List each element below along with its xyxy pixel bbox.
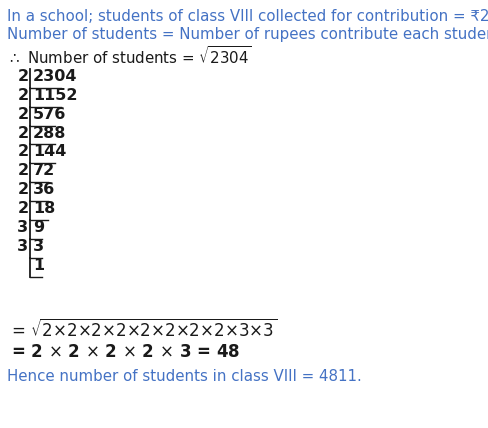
Text: In a school; students of class VIII collected for contribution = ₹2304: In a school; students of class VIII coll… (7, 9, 488, 24)
Text: 2304: 2304 (33, 69, 77, 84)
Text: 36: 36 (33, 182, 55, 197)
Text: 2: 2 (17, 88, 28, 103)
Text: $\therefore$ Number of students = $\sqrt{2304}$: $\therefore$ Number of students = $\sqrt… (7, 45, 251, 67)
Text: = 2 $\times$ 2 $\times$ 2 $\times$ 2 $\times$ 3 = 48: = 2 $\times$ 2 $\times$ 2 $\times$ 2 $\t… (11, 343, 240, 361)
Text: 288: 288 (33, 125, 66, 140)
Text: 18: 18 (33, 201, 55, 216)
Text: 3: 3 (17, 220, 28, 235)
Text: 1152: 1152 (33, 88, 77, 103)
Text: 2: 2 (17, 163, 28, 178)
Text: = $\sqrt{2{\times}2{\times}2{\times}2{\times}2{\times}2{\times}2{\times}2{\times: = $\sqrt{2{\times}2{\times}2{\times}2{\t… (11, 319, 277, 342)
Text: 2: 2 (17, 69, 28, 84)
Text: 72: 72 (33, 163, 55, 178)
Text: 2: 2 (17, 201, 28, 216)
Text: 144: 144 (33, 145, 66, 160)
Text: 1: 1 (33, 258, 44, 273)
Text: 3: 3 (33, 239, 44, 254)
Text: Hence number of students in class VIII = 4811.: Hence number of students in class VIII =… (7, 369, 361, 384)
Text: 2: 2 (17, 107, 28, 122)
Text: 9: 9 (33, 220, 44, 235)
Text: Number of students = Number of rupees contribute each student: Number of students = Number of rupees co… (7, 27, 488, 42)
Text: 3: 3 (17, 239, 28, 254)
Text: 2: 2 (17, 145, 28, 160)
Text: 576: 576 (33, 107, 66, 122)
Text: 2: 2 (17, 182, 28, 197)
Text: 2: 2 (17, 125, 28, 140)
